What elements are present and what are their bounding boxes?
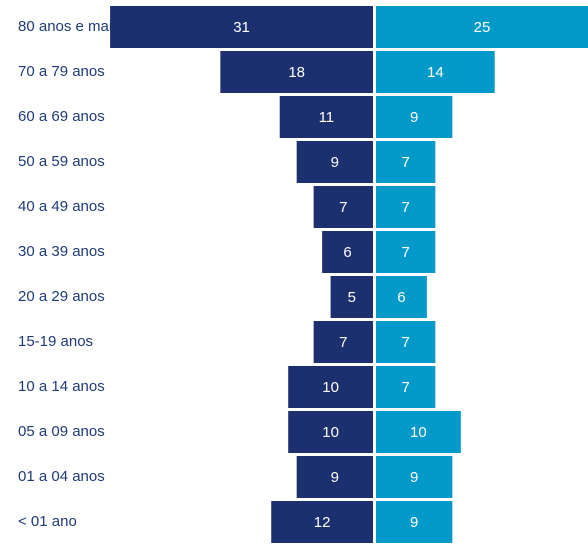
bar-left bbox=[313, 186, 373, 228]
bar-left bbox=[288, 411, 373, 453]
value-label: 10 bbox=[410, 424, 427, 441]
value-label: 14 bbox=[427, 64, 444, 81]
value-label: 9 bbox=[331, 469, 339, 486]
category-label: 80 anos e mais bbox=[18, 18, 120, 35]
value-label: 9 bbox=[410, 514, 418, 531]
value-label: 31 bbox=[233, 19, 250, 36]
category-label: 50 a 59 anos bbox=[18, 153, 105, 170]
bar-left bbox=[296, 456, 373, 498]
category-label: 01 a 04 anos bbox=[18, 468, 105, 485]
bar-left bbox=[313, 321, 373, 363]
bar-right bbox=[376, 96, 453, 138]
category-label: 70 a 79 anos bbox=[18, 63, 105, 80]
value-label: 10 bbox=[322, 379, 339, 396]
bar-left bbox=[279, 96, 373, 138]
value-label: 7 bbox=[339, 334, 347, 351]
value-label: 9 bbox=[410, 469, 418, 486]
value-label: 7 bbox=[339, 199, 347, 216]
bar-right bbox=[376, 231, 436, 273]
category-label: 15-19 anos bbox=[18, 333, 93, 350]
value-label: 7 bbox=[402, 379, 410, 396]
value-label: 7 bbox=[402, 199, 410, 216]
bar-right bbox=[376, 456, 453, 498]
bar-right bbox=[376, 276, 427, 318]
value-label: 25 bbox=[474, 19, 491, 36]
bar-left bbox=[288, 366, 373, 408]
category-label: 20 a 29 anos bbox=[18, 288, 105, 305]
bar-right bbox=[376, 366, 436, 408]
bar-left bbox=[110, 6, 374, 48]
value-label: 10 bbox=[322, 424, 339, 441]
bar-right bbox=[376, 501, 453, 543]
category-label: 05 a 09 anos bbox=[18, 423, 105, 440]
category-label: 30 a 39 anos bbox=[18, 243, 105, 260]
bar-right bbox=[376, 186, 436, 228]
value-label: 11 bbox=[319, 109, 335, 126]
value-label: 9 bbox=[410, 109, 418, 126]
value-label: 5 bbox=[348, 289, 356, 306]
bar-left bbox=[271, 501, 373, 543]
value-label: 9 bbox=[331, 154, 339, 171]
bar-left bbox=[296, 141, 373, 183]
category-label: 10 a 14 anos bbox=[18, 378, 105, 395]
value-label: 6 bbox=[343, 244, 351, 261]
bar-left bbox=[322, 231, 373, 273]
value-label: 12 bbox=[314, 514, 331, 531]
bar-right bbox=[376, 411, 461, 453]
bar-left bbox=[220, 51, 373, 93]
category-label: < 01 ano bbox=[18, 513, 77, 530]
bar-left bbox=[330, 276, 373, 318]
bar-right bbox=[376, 141, 436, 183]
category-label: 40 a 49 anos bbox=[18, 198, 105, 215]
value-label: 18 bbox=[288, 64, 305, 81]
value-label: 7 bbox=[402, 154, 410, 171]
bar-right bbox=[376, 321, 436, 363]
value-label: 6 bbox=[397, 289, 405, 306]
value-label: 7 bbox=[402, 244, 410, 261]
bar-right bbox=[376, 6, 588, 48]
value-label: 7 bbox=[402, 334, 410, 351]
bar-right bbox=[376, 51, 495, 93]
category-label: 60 a 69 anos bbox=[18, 108, 105, 125]
